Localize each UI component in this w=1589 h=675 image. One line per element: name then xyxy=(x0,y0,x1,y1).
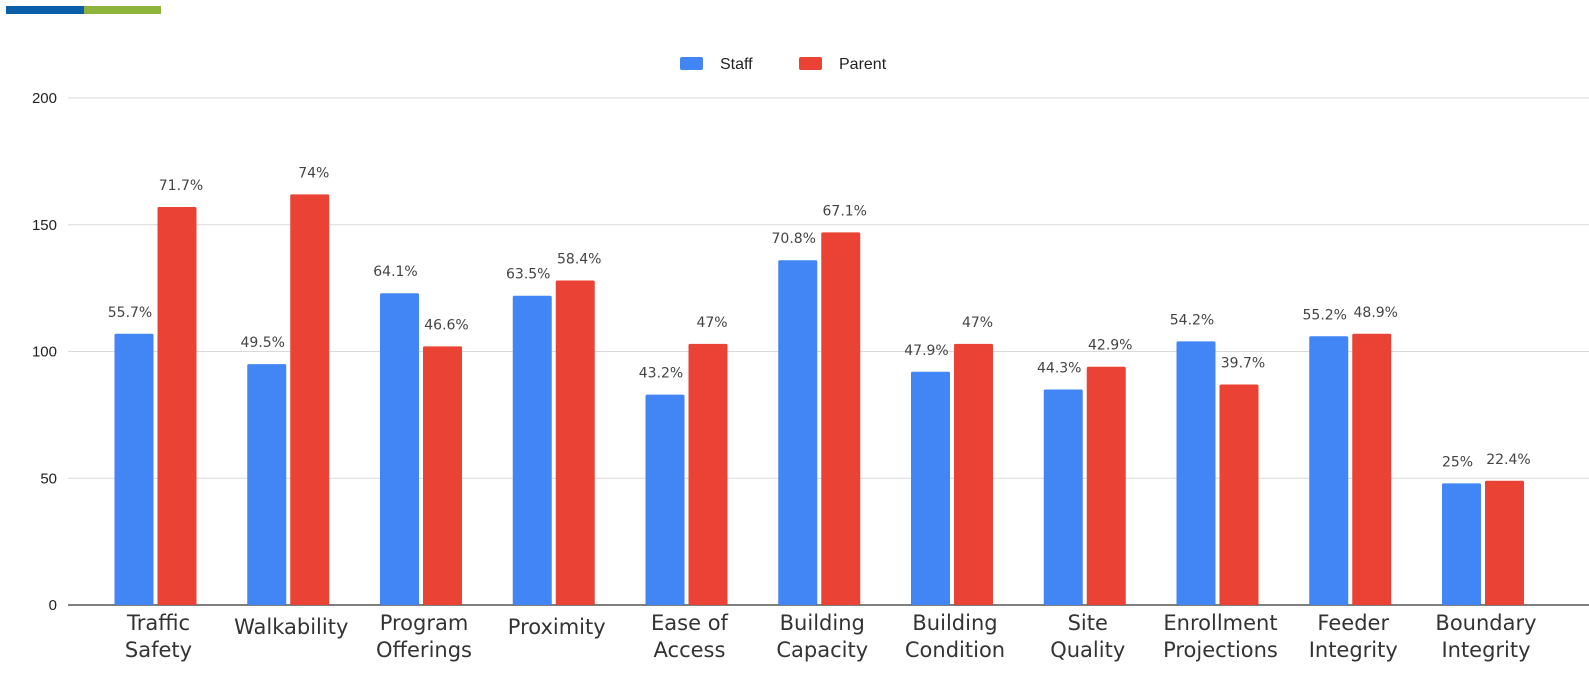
category-label-line: Quality xyxy=(1050,638,1125,662)
data-label-parent: 42.9% xyxy=(1088,338,1132,354)
bar-parent xyxy=(423,346,462,605)
data-label-parent: 22.4% xyxy=(1486,452,1530,468)
bar-parent xyxy=(1352,333,1392,605)
bar-parent xyxy=(1086,366,1126,605)
category-label-line: Integrity xyxy=(1441,638,1530,662)
bar-parent xyxy=(821,232,861,606)
category-label-line: Traffic xyxy=(126,611,190,635)
data-label-parent: 74% xyxy=(298,165,329,181)
category-label-line: Safety xyxy=(125,638,192,662)
bar-staff xyxy=(512,295,552,605)
bar-staff xyxy=(1442,483,1481,605)
y-tick-label: 100 xyxy=(32,344,57,361)
data-label-parent: 46.6% xyxy=(424,317,468,333)
data-label-parent: 39.7% xyxy=(1221,355,1265,371)
data-label-staff: 55.2% xyxy=(1303,307,1347,323)
data-labels: 55.7% 71.7% 49.5% 74% 64.1% 46.6% 63.5% 58.4% 43… xyxy=(108,165,1531,470)
category-label-line: Offerings xyxy=(376,638,472,662)
bar-staff xyxy=(645,394,685,605)
bar-parent xyxy=(1485,480,1524,605)
bar-staff xyxy=(911,371,950,605)
data-label-staff: 70.8% xyxy=(772,231,816,247)
bar-staff xyxy=(778,260,818,605)
category-label: Proximity xyxy=(508,615,606,639)
bar-staff xyxy=(247,364,287,605)
legend-label-staff: Staff xyxy=(720,56,753,73)
data-label-staff: 64.1% xyxy=(373,264,417,280)
bar-parent xyxy=(290,194,330,605)
data-label-staff: 63.5% xyxy=(506,267,550,283)
data-label-parent: 67.1% xyxy=(823,203,867,219)
legend-swatch-staff xyxy=(680,57,703,70)
data-label-parent: 71.7% xyxy=(159,178,203,194)
bar-parent xyxy=(954,343,993,605)
data-label-staff: 55.7% xyxy=(108,305,152,321)
legend: Staff Parent xyxy=(680,56,887,73)
category-label-line: Building xyxy=(780,611,865,635)
category-label-line: Site xyxy=(1068,611,1108,635)
data-label-parent: 48.9% xyxy=(1354,305,1398,321)
data-label-parent: 47% xyxy=(962,315,993,331)
category-label-line: Capacity xyxy=(776,638,868,662)
category-label-line: Integrity xyxy=(1309,638,1398,662)
category-label-line: Boundary xyxy=(1435,611,1536,635)
accent-bar-green xyxy=(84,6,161,14)
bar-staff xyxy=(114,333,154,605)
category-label-line: Projections xyxy=(1163,638,1278,662)
bar-staff xyxy=(1176,341,1216,605)
accent-bar-blue xyxy=(6,6,84,14)
bar-staff xyxy=(1309,336,1349,605)
category-label-line: Enrollment xyxy=(1163,611,1277,635)
category-labels: Traffic Safety Walkability Program Offerings… xyxy=(125,611,1537,662)
bar-parent xyxy=(157,207,197,605)
bar-parent xyxy=(555,280,595,605)
y-tick-label: 0 xyxy=(49,597,57,614)
category-label-line: Access xyxy=(654,638,726,662)
data-label-parent: 47% xyxy=(696,315,727,331)
y-tick-label: 150 xyxy=(32,217,57,234)
category-label-line: Program xyxy=(380,611,469,635)
bar-staff xyxy=(380,293,419,605)
bar-parent xyxy=(1219,384,1259,605)
data-label-staff: 47.9% xyxy=(904,343,948,359)
category-label-line: Feeder xyxy=(1317,611,1389,635)
data-label-staff: 43.2% xyxy=(639,366,683,382)
category-label-line: Condition xyxy=(905,638,1005,662)
legend-swatch-parent xyxy=(799,57,822,70)
data-label-staff: 44.3% xyxy=(1037,361,1081,377)
category-label-line: Ease of xyxy=(651,611,729,635)
category-label-line: Building xyxy=(912,611,997,635)
data-label-staff: 54.2% xyxy=(1170,312,1214,328)
data-label-parent: 58.4% xyxy=(557,252,601,268)
data-label-staff: 49.5% xyxy=(241,335,285,351)
y-tick-label: 200 xyxy=(32,90,57,107)
legend-label-parent: Parent xyxy=(839,56,887,73)
bars xyxy=(114,194,1524,606)
data-label-staff: 25% xyxy=(1442,454,1473,470)
bar-parent xyxy=(688,343,728,605)
y-axis-ticks: 0 50 100 150 200 xyxy=(32,90,57,614)
y-tick-label: 50 xyxy=(40,470,57,487)
category-label: Walkability xyxy=(234,615,348,639)
bar-staff xyxy=(1043,389,1083,605)
